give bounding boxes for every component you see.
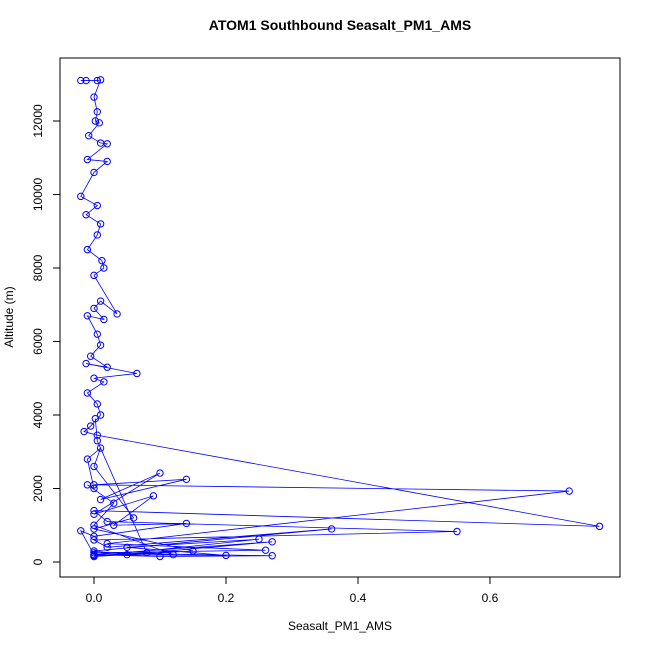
x-tick-label: 0.6 — [482, 591, 499, 605]
point — [93, 330, 101, 338]
point — [156, 469, 164, 477]
y-tick-label: 12000 — [31, 104, 45, 138]
point — [82, 76, 90, 85]
point — [453, 527, 461, 536]
point — [82, 359, 90, 368]
x-tick-label: 0.0 — [86, 591, 103, 605]
point — [90, 525, 98, 533]
point — [156, 552, 164, 561]
point — [100, 378, 108, 386]
point — [96, 495, 105, 504]
point — [182, 519, 191, 528]
point — [113, 310, 121, 318]
point — [100, 315, 108, 324]
point — [90, 484, 98, 493]
point — [93, 108, 101, 116]
point — [93, 437, 101, 445]
point — [86, 352, 95, 360]
point — [90, 506, 98, 515]
y-axis-label: Altitude (m) — [2, 286, 16, 347]
point — [85, 131, 93, 140]
point — [96, 411, 105, 419]
point — [90, 510, 98, 518]
point — [83, 155, 92, 164]
point — [143, 549, 151, 557]
plot-frame — [59, 57, 621, 578]
point — [565, 487, 573, 495]
point — [90, 551, 98, 560]
profile-line — [79, 79, 600, 557]
point — [93, 400, 101, 408]
x-tick-label: 0.4 — [350, 591, 367, 605]
point — [90, 532, 98, 540]
point — [95, 119, 103, 127]
point — [90, 168, 98, 177]
y-tick-label: 6000 — [31, 328, 45, 355]
point — [83, 481, 92, 489]
point — [182, 475, 191, 484]
point — [189, 547, 197, 555]
point — [91, 414, 100, 423]
point — [327, 525, 336, 533]
y-tick-label: 0 — [31, 558, 45, 565]
point — [103, 539, 111, 548]
point — [83, 389, 92, 397]
point — [80, 427, 88, 436]
point — [100, 264, 108, 272]
point — [90, 93, 98, 101]
point — [255, 535, 263, 543]
point — [77, 527, 85, 535]
point — [90, 536, 98, 544]
point — [169, 550, 177, 559]
point — [149, 492, 158, 500]
point — [98, 256, 106, 265]
x-tick-label: 0.2 — [218, 591, 235, 605]
point — [93, 76, 101, 85]
point — [86, 422, 95, 430]
point — [83, 245, 92, 254]
point — [90, 521, 98, 529]
point — [110, 499, 118, 507]
point — [90, 304, 98, 313]
point — [129, 514, 138, 522]
point — [96, 444, 105, 452]
point — [96, 341, 105, 349]
point — [110, 521, 118, 529]
point — [123, 550, 131, 559]
point — [90, 271, 98, 280]
y-tick-label: 2000 — [31, 475, 45, 502]
point — [261, 546, 270, 554]
point — [77, 76, 85, 85]
point — [268, 538, 276, 546]
point — [103, 157, 111, 166]
point — [103, 517, 111, 526]
point — [93, 231, 101, 239]
point — [103, 543, 111, 552]
point — [96, 297, 105, 305]
point — [91, 117, 100, 125]
point — [133, 369, 141, 378]
point — [123, 543, 131, 552]
point — [222, 551, 230, 560]
point — [82, 211, 90, 219]
point — [83, 455, 92, 463]
x-axis-label: Seasalt_PM1_AMS — [288, 619, 392, 633]
point — [93, 201, 101, 210]
point — [77, 192, 85, 201]
point — [103, 363, 111, 371]
point — [93, 431, 101, 439]
point — [595, 522, 604, 531]
point — [96, 76, 105, 84]
point — [90, 462, 98, 471]
point — [96, 220, 105, 228]
chart-title: ATOM1 Southbound Seasalt_PM1_AMS — [209, 17, 471, 33]
point — [103, 140, 111, 148]
point — [268, 552, 276, 560]
point — [83, 312, 92, 320]
point — [90, 374, 98, 382]
y-tick-label: 10000 — [31, 177, 45, 211]
y-tick-label: 4000 — [31, 401, 45, 428]
y-tick-label: 8000 — [31, 254, 45, 281]
